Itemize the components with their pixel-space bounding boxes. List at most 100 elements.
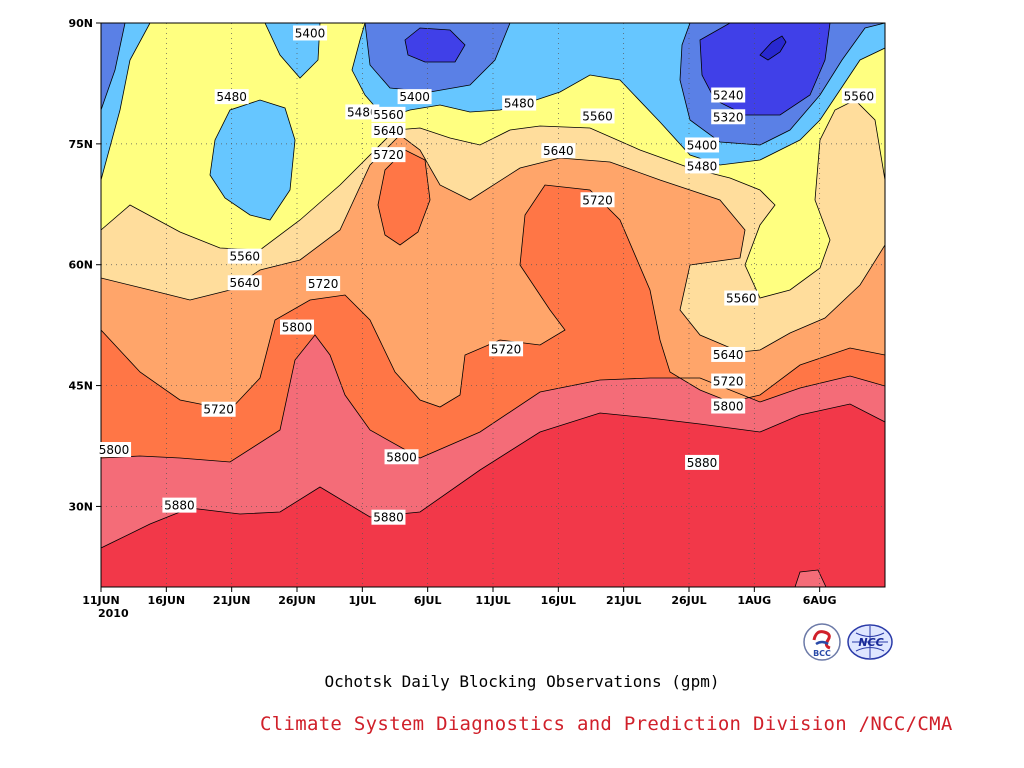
chart-subtitle: Ochotsk Daily Blocking Observations (gpm… [324, 672, 720, 691]
contour-label-bg [306, 276, 341, 292]
y-axis: 30N 45N 60N 75N 90N [68, 17, 101, 513]
footer-credit: Climate System Diagnostics and Predictio… [260, 713, 953, 735]
contour-label-bg [541, 143, 576, 159]
contour-label-text: 5560 [726, 292, 757, 306]
contour-label: 5240 [711, 87, 746, 103]
contour-label: 5720 [306, 276, 341, 292]
band-5400-5480-cell [210, 100, 295, 220]
contour-label-text: 5400 [399, 90, 430, 104]
contour-label: 5880 [371, 509, 406, 525]
contour-label-text: 5640 [713, 348, 744, 362]
contour-label-bg [371, 122, 406, 138]
band-5720-island [378, 150, 430, 245]
x-tick-label: 16JUN [148, 594, 186, 607]
contour-label-text: 5800 [282, 321, 313, 335]
contour-label-bg [502, 95, 537, 111]
contour-label-bg [97, 442, 132, 458]
contour-label: 5640 [541, 143, 576, 159]
contour-label-bg [227, 248, 262, 264]
contour-label-bg [162, 497, 197, 513]
contour-label-text: 5640 [373, 124, 404, 138]
contour-label: 5480 [685, 158, 720, 174]
contour-label-bg [397, 89, 432, 105]
contour-label-text: 5720 [308, 277, 339, 291]
contour-label: 5480 [502, 95, 537, 111]
x-tick-label: 1AUG [737, 594, 771, 607]
contour-label: 5640 [227, 275, 262, 291]
contour-label-bg [841, 88, 876, 104]
contour-label-text: 5720 [491, 342, 522, 356]
contour-label-text: 5800 [713, 400, 744, 414]
contour-label: 5400 [397, 89, 432, 105]
contour-label-bg [711, 373, 746, 389]
contour-label-text: 5880 [373, 511, 404, 525]
x-tick-label: 6AUG [803, 594, 837, 607]
svg-text:BCC: BCC [813, 649, 831, 658]
contour-label-text: 5800 [99, 443, 130, 457]
contour-label-bg [214, 89, 249, 105]
contour-label-text: 5720 [713, 375, 744, 389]
contour-label: 5560 [580, 108, 615, 124]
x-tick-label: 26JUN [278, 594, 316, 607]
contour-chart: 11JUN 16JUN 21JUN 26JUN 1JUL 6JUL 11JUL 16JUL 21… [68, 17, 886, 620]
contour-label-text: 5480 [347, 105, 378, 119]
y-tick-label: 45N [68, 380, 93, 393]
x-tick-label: 11JUL [475, 594, 510, 607]
grid-lines [101, 23, 885, 587]
contour-label: 5640 [371, 122, 406, 138]
contour-label-bg [685, 137, 720, 153]
contour-label-bg [293, 25, 328, 41]
y-tick-label: 30N [68, 500, 93, 513]
contour-label-bg [371, 147, 406, 163]
contour-label: 5560 [724, 290, 759, 306]
contour-label-bg [489, 341, 524, 357]
contour-label-bg [685, 454, 720, 470]
contour-label-bg [371, 106, 406, 122]
contour-label-bg [711, 87, 746, 103]
y-tick-label: 90N [68, 17, 93, 30]
svg-text:NCC: NCC [858, 636, 883, 649]
contour-label: 5720 [201, 401, 236, 417]
contour-label: 5720 [711, 373, 746, 389]
x-tick-label: 11JUN [82, 594, 120, 607]
ncc-logo: NCC [847, 624, 893, 660]
x-tick-label: 21JUL [606, 594, 641, 607]
contour-label-bg [280, 319, 314, 335]
band-5800-5880-cell [795, 570, 826, 587]
contour-label-bg [711, 346, 746, 362]
contour-label-text: 5400 [687, 138, 718, 152]
contour-label: 5720 [580, 192, 615, 208]
contour-label-text: 5560 [373, 108, 404, 122]
contour-label-text: 5560 [844, 89, 875, 103]
contour-label-text: 5640 [229, 276, 260, 290]
contour-label: 5400 [685, 137, 720, 153]
contour-label-bg [227, 275, 262, 291]
contour-label: 5560 [371, 106, 406, 122]
contour-label: 5320 [711, 109, 746, 125]
contour-label-text: 5480 [504, 97, 535, 111]
contour-label-text: 5720 [203, 403, 234, 417]
contour-label-text: 5480 [216, 90, 247, 104]
x-tick-label: 26JUL [671, 594, 706, 607]
contour-label: 5800 [97, 442, 132, 458]
contour-label: 5880 [162, 497, 197, 513]
contour-label-bg [580, 108, 615, 124]
x-axis: 11JUN 16JUN 21JUN 26JUN 1JUL 6JUL 11JUL 16JUL 21… [82, 587, 837, 607]
contour-label-text: 5720 [582, 193, 613, 207]
x-tick-label: 16JUL [541, 594, 576, 607]
x-tick-label: 6JUL [414, 594, 442, 607]
contour-lines [101, 23, 885, 587]
contour-bands [101, 23, 885, 587]
contour-label-text: 5320 [713, 110, 744, 124]
contour-label-text: 5240 [713, 89, 744, 103]
contour-label-bg [724, 290, 759, 306]
x-tick-label: 1JUL [348, 594, 376, 607]
contour-label-bg [685, 158, 720, 174]
contour-label: 5720 [371, 147, 406, 163]
contour-label-text: 5560 [229, 250, 260, 264]
contour-label-text: 5640 [543, 144, 574, 158]
contour-label: 5560 [227, 248, 262, 264]
contour-label-bg [201, 401, 236, 417]
contour-label: 5800 [711, 398, 746, 414]
bcc-logo: BCC [803, 623, 841, 661]
